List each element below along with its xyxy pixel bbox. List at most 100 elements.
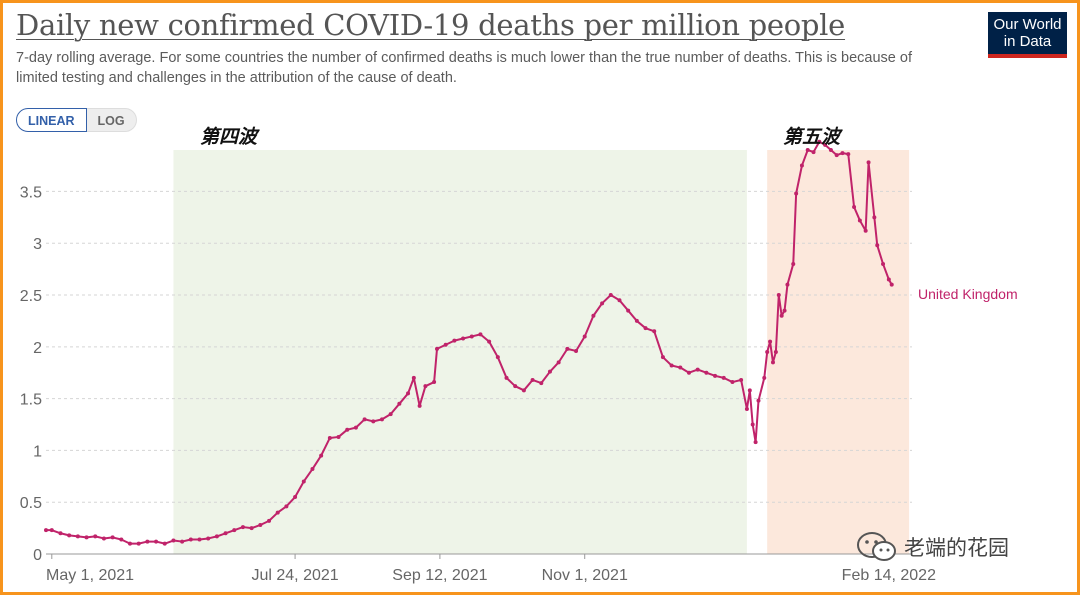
data-point bbox=[886, 277, 891, 282]
data-point bbox=[765, 350, 770, 354]
x-tick-label: Nov 1, 2021 bbox=[542, 567, 628, 584]
data-point bbox=[214, 534, 219, 539]
data-point bbox=[162, 541, 167, 546]
data-point bbox=[834, 153, 839, 158]
scale-toggle: LINEAR LOG bbox=[16, 108, 137, 132]
data-point bbox=[336, 434, 341, 439]
data-point bbox=[591, 313, 596, 318]
data-point bbox=[397, 401, 402, 406]
data-point bbox=[704, 370, 709, 375]
data-point bbox=[817, 139, 822, 144]
wave5-label: 第五波 bbox=[783, 126, 843, 148]
data-point bbox=[58, 531, 63, 536]
data-point bbox=[461, 336, 466, 341]
data-point bbox=[119, 537, 124, 542]
data-point bbox=[799, 163, 804, 168]
data-point bbox=[756, 398, 761, 403]
data-point bbox=[362, 417, 367, 422]
data-point bbox=[435, 346, 440, 351]
data-point bbox=[521, 388, 526, 393]
data-point bbox=[75, 534, 80, 539]
data-point bbox=[284, 504, 289, 509]
x-tick-label: Feb 14, 2022 bbox=[842, 567, 936, 584]
data-point bbox=[750, 422, 755, 427]
wave-bands bbox=[173, 150, 910, 554]
data-point bbox=[240, 525, 245, 530]
data-point bbox=[565, 346, 570, 351]
data-point bbox=[852, 204, 857, 209]
linear-scale-button[interactable]: LINEAR bbox=[16, 108, 87, 132]
data-point bbox=[379, 417, 384, 422]
data-point bbox=[188, 537, 193, 542]
data-point bbox=[556, 360, 561, 365]
y-tick-label: 2 bbox=[33, 340, 42, 357]
data-point bbox=[791, 261, 796, 266]
y-axis: 0 0.5 1 1.5 2 2.5 3 3.5 bbox=[20, 184, 42, 564]
data-point bbox=[478, 332, 483, 337]
y-tick-label: 3.5 bbox=[20, 184, 42, 201]
band-wave4 bbox=[173, 150, 747, 554]
data-point bbox=[530, 377, 535, 382]
data-point bbox=[823, 142, 828, 147]
data-point bbox=[872, 215, 877, 220]
data-point bbox=[84, 535, 89, 540]
data-point bbox=[582, 334, 587, 339]
wave4-label: 第四波 bbox=[200, 126, 260, 148]
x-tick-label: Jul 24, 2021 bbox=[251, 567, 338, 584]
data-point bbox=[617, 298, 622, 303]
data-point bbox=[388, 412, 393, 417]
data-point bbox=[744, 406, 749, 411]
data-point bbox=[828, 148, 833, 152]
data-point bbox=[539, 381, 544, 386]
series-label-united-kingdom[interactable]: United Kingdom bbox=[918, 286, 1018, 302]
data-point bbox=[739, 377, 744, 382]
data-point bbox=[487, 339, 492, 344]
data-point bbox=[678, 365, 683, 370]
data-point bbox=[889, 282, 894, 287]
chart-subtitle: 7-day rolling average. For some countrie… bbox=[16, 50, 912, 86]
wechat-icon bbox=[857, 532, 896, 561]
owid-logo[interactable]: Our World in Data bbox=[988, 12, 1067, 58]
data-point bbox=[747, 388, 752, 393]
data-point bbox=[319, 453, 324, 458]
data-point bbox=[753, 440, 758, 445]
data-point bbox=[432, 380, 437, 385]
y-tick-label: 2.5 bbox=[20, 288, 42, 305]
data-point bbox=[643, 326, 648, 331]
watermark: 老端的花园 bbox=[856, 530, 1009, 564]
data-point bbox=[782, 308, 787, 313]
y-tick-label: 0 bbox=[33, 547, 42, 564]
data-point bbox=[249, 526, 254, 531]
data-point bbox=[67, 533, 72, 538]
data-point bbox=[863, 228, 868, 233]
data-point bbox=[49, 528, 54, 533]
log-scale-button[interactable]: LOG bbox=[86, 108, 137, 132]
data-point bbox=[180, 539, 185, 544]
data-point bbox=[776, 293, 781, 298]
data-point bbox=[652, 329, 657, 334]
data-point bbox=[443, 342, 448, 347]
y-tick-label: 1 bbox=[33, 443, 42, 460]
data-point bbox=[574, 348, 579, 353]
data-point bbox=[805, 148, 810, 152]
data-point bbox=[794, 191, 799, 196]
data-point bbox=[371, 419, 376, 424]
data-point bbox=[785, 282, 790, 287]
data-point bbox=[695, 367, 700, 372]
data-point bbox=[258, 522, 263, 527]
data-point bbox=[866, 160, 871, 165]
data-point bbox=[310, 467, 315, 472]
gridlines bbox=[46, 190, 912, 555]
data-point bbox=[875, 243, 880, 248]
band-wave5 bbox=[767, 150, 910, 554]
data-point bbox=[857, 218, 862, 223]
data-point bbox=[127, 541, 132, 546]
data-point bbox=[452, 338, 457, 343]
data-point bbox=[634, 318, 639, 323]
logo-line-1: Our World bbox=[993, 16, 1062, 33]
data-point bbox=[353, 425, 358, 430]
logo-line-2: in Data bbox=[1003, 33, 1052, 50]
data-point bbox=[669, 363, 674, 368]
